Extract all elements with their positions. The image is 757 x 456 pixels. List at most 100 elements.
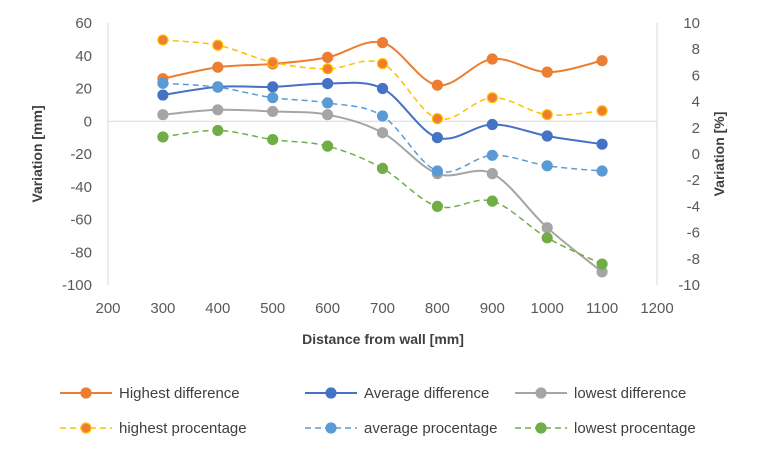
data-point-lowest-procentage (157, 131, 169, 143)
data-point-lowest-procentage (212, 124, 224, 137)
data-point-highest-difference (596, 55, 608, 67)
y2-tick-label: 0 (692, 146, 700, 163)
x-tick-label: 1100 (586, 300, 618, 317)
data-point-lowest-procentage (431, 200, 443, 212)
data-point-average-difference (376, 82, 389, 95)
data-point-highest-difference (486, 53, 498, 65)
y-tick-label: 60 (75, 15, 92, 32)
y-tick-label: -40 (70, 179, 92, 196)
data-point-average-procentage (376, 110, 389, 122)
legend-label: average procentage (364, 420, 497, 437)
data-point-lowest-procentage (322, 140, 334, 152)
data-point-highest-procentage (541, 109, 553, 121)
data-point-lowest-difference (267, 105, 279, 118)
y2-tick-label: 10 (683, 15, 700, 32)
legend-marker (80, 422, 92, 434)
data-point-highest-procentage (486, 92, 498, 104)
data-point-average-procentage (541, 160, 553, 172)
y-tick-label: 20 (75, 81, 92, 98)
data-point-average-difference (322, 77, 334, 90)
data-point-average-procentage (267, 92, 279, 104)
data-point-highest-procentage (157, 34, 169, 46)
legend-item-highest-procentage: highest procentage (60, 420, 247, 437)
y2-tick-label: 4 (692, 94, 700, 111)
y2-tick-label: 8 (692, 41, 700, 58)
y2-tick-label: -6 (687, 225, 700, 242)
y2-tick-label: -8 (687, 251, 700, 268)
x-tick-label: 400 (205, 300, 230, 317)
legend-label: highest procentage (119, 420, 247, 437)
y2-tick-label: -10 (678, 277, 700, 294)
data-point-lowest-difference (212, 104, 224, 116)
legend-marker (325, 387, 337, 399)
x-tick-label: 900 (480, 300, 505, 317)
x-tick-label: 500 (260, 300, 285, 317)
data-point-lowest-procentage (486, 195, 498, 207)
data-point-average-procentage (486, 149, 498, 161)
x-tick-label: 1200 (640, 300, 673, 317)
data-point-average-difference (431, 132, 443, 144)
series-line-highest-procentage (162, 39, 603, 121)
legend-item-lowest-difference: lowest difference (515, 385, 686, 402)
data-point-average-difference (541, 130, 553, 142)
data-point-highest-procentage (212, 39, 224, 51)
data-point-average-procentage (596, 165, 608, 177)
data-point-average-procentage (322, 97, 334, 109)
legend-item-average-difference: Average difference (305, 385, 489, 402)
legend-label: Highest difference (119, 385, 240, 402)
y2-tick-label: 6 (692, 67, 700, 84)
x-axis-title: Distance from wall [mm] (302, 331, 464, 347)
x-tick-label: 600 (315, 300, 340, 317)
y-tick-label: -60 (70, 212, 92, 229)
data-point-highest-difference (212, 61, 224, 73)
data-point-highest-procentage (596, 105, 608, 117)
data-point-average-difference (157, 89, 169, 101)
data-point-average-procentage (431, 165, 443, 177)
data-point-highest-difference (322, 51, 334, 63)
legend-item-highest-difference: Highest difference (60, 385, 240, 402)
data-point-highest-difference (541, 66, 553, 78)
y2-tick-label: 2 (692, 120, 700, 137)
data-point-lowest-procentage (376, 162, 389, 175)
legend-label: lowest procentage (574, 420, 696, 437)
data-point-average-procentage (157, 77, 169, 89)
data-point-lowest-difference (541, 222, 553, 234)
data-point-average-difference (596, 138, 608, 150)
x-tick-label: 1000 (531, 300, 564, 317)
data-point-highest-procentage (267, 56, 279, 68)
legend: Highest difference Average difference lowe… (60, 385, 696, 437)
data-point-lowest-difference (486, 168, 498, 180)
legend-item-average-procentage: average procentage (305, 420, 497, 437)
y2-axis-title: Variation [%] (711, 112, 727, 197)
x-tick-label: 300 (150, 300, 175, 317)
data-point-highest-difference (376, 37, 389, 49)
data-point-highest-procentage (376, 58, 389, 70)
data-point-lowest-difference (157, 109, 169, 121)
data-point-highest-procentage (431, 113, 443, 125)
series-line-lowest-difference (162, 108, 603, 273)
x-tick-label: 800 (425, 300, 450, 317)
y2-tick-label: -2 (687, 172, 700, 189)
y-tick-label: 0 (84, 113, 92, 130)
y-tick-label: -20 (70, 146, 92, 163)
legend-marker (535, 422, 547, 434)
data-point-lowest-procentage (541, 232, 553, 244)
y-tick-label: -80 (70, 244, 92, 261)
data-point-average-procentage (212, 81, 224, 93)
data-point-average-difference (267, 81, 279, 93)
legend-label: Average difference (364, 385, 489, 402)
data-point-lowest-procentage (267, 133, 279, 146)
x-tick-label: 200 (95, 300, 120, 317)
legend-marker (80, 387, 92, 399)
y-tick-label: -100 (62, 277, 92, 294)
legend-marker (325, 422, 337, 434)
data-point-average-difference (486, 118, 498, 131)
y-tick-label: 40 (75, 48, 92, 65)
data-point-lowest-difference (376, 127, 389, 139)
y-axis-title: Variation [mm] (29, 105, 45, 202)
plot-markers (157, 34, 608, 278)
axes: 200 300 400 500 600 700 800 900 1000 1100 12006040… (62, 15, 700, 317)
series-line-average-procentage (162, 82, 603, 173)
